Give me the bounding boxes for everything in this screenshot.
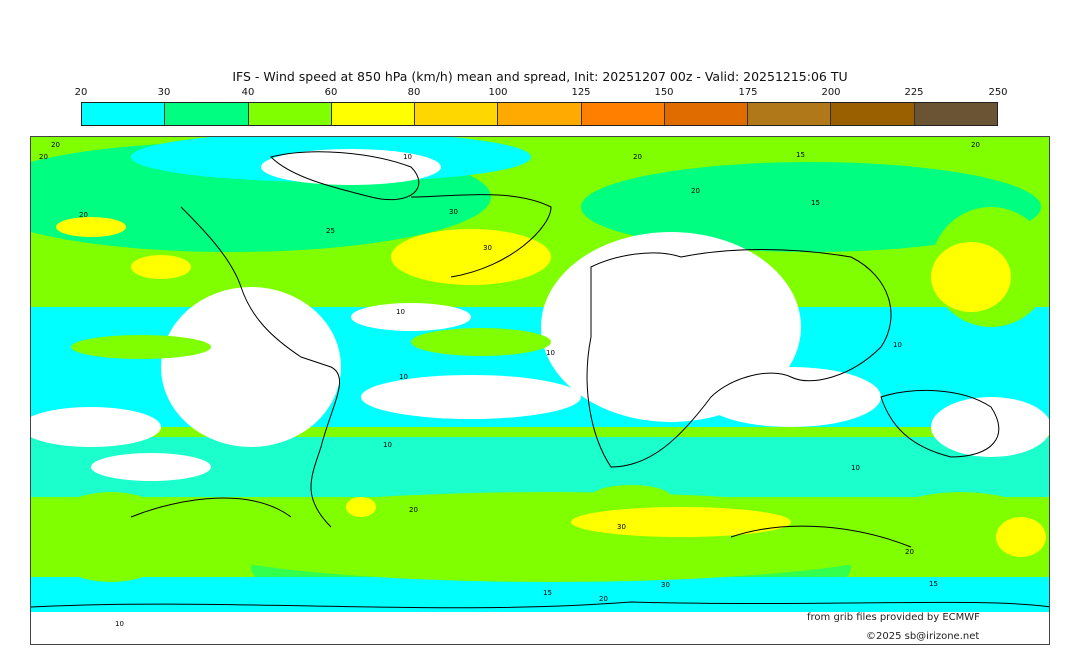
- colorbar-swatch: [248, 103, 332, 125]
- wind-speed-map: 20 20 20 20 20 10 15 15 20 25 30 30 10 1…: [30, 136, 1050, 645]
- colorbar-tick: 20: [74, 87, 88, 98]
- colorbar-tick: 125: [571, 87, 591, 98]
- colorbar-tick: 250: [988, 87, 1008, 98]
- contour-label: 20: [691, 187, 700, 195]
- colorbar-swatch: [415, 103, 499, 125]
- contour-label: 30: [661, 581, 670, 589]
- contour-labels: 20 20 20 20 20 10 15 15 20 25 30 30 10 1…: [39, 141, 980, 628]
- contour-label: 10: [399, 373, 408, 381]
- contour-label: 30: [449, 208, 458, 216]
- colorbar-swatch: [581, 103, 665, 125]
- contour-label: 10: [383, 441, 392, 449]
- contour-label: 10: [115, 620, 124, 628]
- colorbar: [81, 102, 998, 126]
- colorbar-swatch: [331, 103, 416, 125]
- contour-label: 20: [905, 548, 914, 556]
- contour-label: 15: [796, 151, 805, 159]
- contour-label: 10: [851, 464, 860, 472]
- colorbar-swatch: [165, 103, 249, 125]
- coastlines: [31, 151, 1049, 609]
- colorbar-swatch: [664, 103, 749, 125]
- contour-label: 20: [51, 141, 60, 149]
- map-canvas: 20 20 20 20 20 10 15 15 20 25 30 30 10 1…: [31, 137, 1049, 644]
- colorbar-swatch: [831, 103, 915, 125]
- colorbar-tick: 60: [324, 87, 338, 98]
- colorbar-swatch: [82, 103, 166, 125]
- speed-fields: [31, 137, 1049, 644]
- contour-label: 30: [617, 523, 626, 531]
- colorbar-swatch: [748, 103, 832, 125]
- contour-label: 15: [543, 589, 552, 597]
- colorbar-tick: 225: [904, 87, 924, 98]
- colorbar-tick: 30: [157, 87, 171, 98]
- colorbar-tick: 175: [738, 87, 758, 98]
- contour-label: 25: [326, 227, 335, 235]
- copyright-credit: ©2025 sb@irizone.net: [866, 631, 980, 642]
- contour-label: 20: [409, 506, 418, 514]
- contour-label: 15: [929, 580, 938, 588]
- contour-label: 20: [39, 153, 48, 161]
- contour-label: 30: [483, 244, 492, 252]
- contour-label: 10: [403, 153, 412, 161]
- chart-title: IFS - Wind speed at 850 hPa (km/h) mean …: [232, 69, 848, 84]
- colorbar-tick: 150: [654, 87, 674, 98]
- data-source-credit: from grib files provided by ECMWF: [807, 612, 980, 623]
- colorbar-swatch: [498, 103, 582, 125]
- contour-label: 20: [971, 141, 980, 149]
- contour-label: 15: [811, 199, 820, 207]
- contour-label: 20: [599, 595, 608, 603]
- contour-label: 20: [79, 211, 88, 219]
- colorbar-swatch: [914, 103, 997, 125]
- contour-label: 10: [396, 308, 405, 316]
- colorbar-tick: 200: [821, 87, 841, 98]
- contour-label: 10: [893, 341, 902, 349]
- colorbar-tick: 100: [488, 87, 508, 98]
- colorbar-tick: 40: [241, 87, 255, 98]
- contour-label: 20: [633, 153, 642, 161]
- colorbar-tick: 80: [407, 87, 421, 98]
- contour-label: 10: [546, 349, 555, 357]
